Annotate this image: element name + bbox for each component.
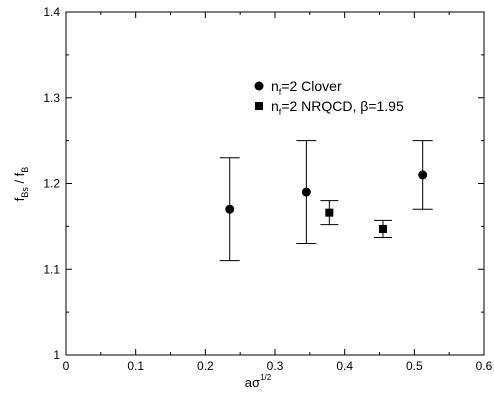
legend: nf=2 Clover nf=2 NRQCD, β=1.95 bbox=[254, 78, 404, 117]
y-tick-label: 1.4 bbox=[43, 5, 60, 19]
x-tick-label: 0.1 bbox=[127, 359, 144, 373]
plot-frame bbox=[65, 11, 485, 356]
data-marks bbox=[219, 140, 433, 262]
data-point-circle bbox=[225, 204, 235, 214]
axis-ticks: 0 0.1 0.2 0.3 0.4 0.5 0.6 1 1.1 1.2 1.3 1.4 bbox=[43, 5, 492, 373]
data-point-square bbox=[325, 208, 334, 217]
x-tick-label: 0.5 bbox=[406, 359, 423, 373]
y-axis-label: fBs / fB bbox=[12, 167, 30, 202]
x-tick-label: 0.3 bbox=[267, 359, 284, 373]
data-point-square bbox=[378, 224, 387, 233]
y-tick-label: 1.2 bbox=[43, 177, 60, 191]
legend-square-marker bbox=[255, 102, 263, 110]
legend-label-nrqcd: nf=2 NRQCD, β=1.95 bbox=[271, 98, 404, 117]
x-tick-label: 0.4 bbox=[336, 359, 353, 373]
y-tick-label: 1.3 bbox=[43, 91, 60, 105]
y-tick-label: 1 bbox=[53, 348, 60, 362]
x-tick-label: 0 bbox=[63, 359, 70, 373]
legend-circle-marker bbox=[254, 81, 264, 91]
y-tick-label: 1.1 bbox=[43, 262, 60, 276]
legend-label-clover: nf=2 Clover bbox=[271, 78, 342, 97]
x-tick-label: 0.6 bbox=[476, 359, 493, 373]
data-point-circle bbox=[301, 187, 311, 197]
data-point-circle bbox=[418, 170, 428, 180]
x-axis-label: aσ1/2 bbox=[245, 373, 272, 390]
x-tick-label: 0.2 bbox=[197, 359, 214, 373]
